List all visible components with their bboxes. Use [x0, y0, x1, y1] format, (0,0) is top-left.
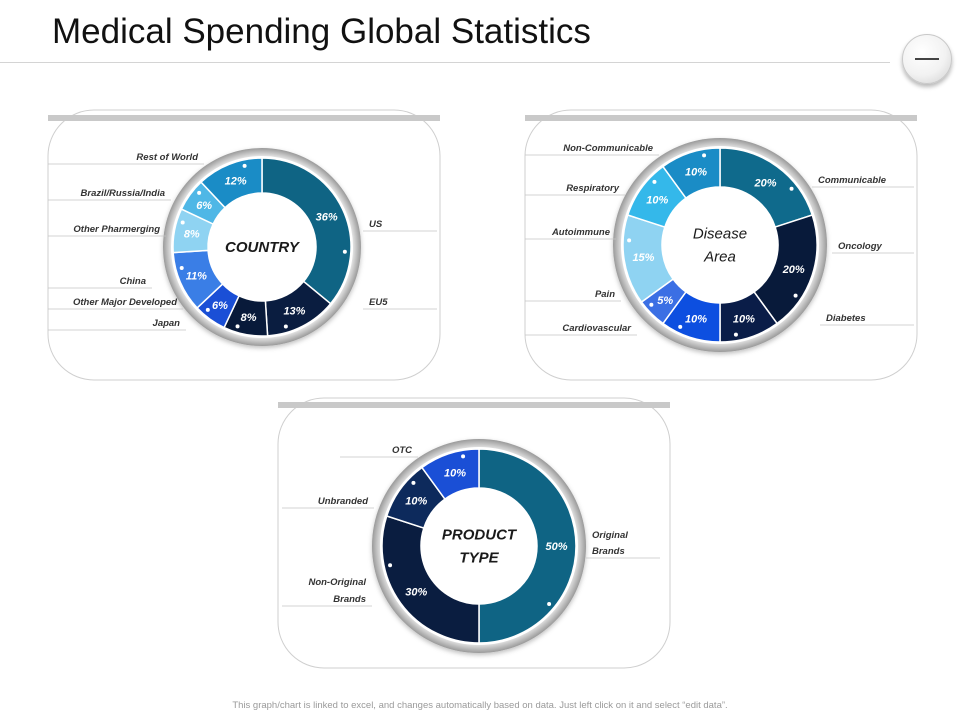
- donut-chart-country-marker-china: [179, 266, 184, 271]
- donut-chart-disease-area-label-oncology: Oncology: [838, 241, 883, 252]
- donut-chart-country-value-us: 36%: [316, 212, 338, 224]
- donut-chart-country-marker-brazil-russia-india: [197, 190, 202, 195]
- donut-chart-disease-area-marker-cardiovascular: [678, 324, 683, 329]
- donut-chart-disease-area-label-pain: Pain: [595, 289, 615, 300]
- donut-chart-country-value-china: 11%: [186, 270, 207, 282]
- donut-chart-product-type-marker-original-brands: [547, 602, 552, 607]
- donut-chart-product-type-label-line2-non-original-brands: Brands: [333, 594, 366, 605]
- donut-chart-product-type-label-line2-original-brands: Brands: [592, 546, 625, 557]
- donut-chart-disease-area-label-non-communicable: Non-Communicable: [563, 143, 653, 154]
- donut-chart-country-label-us: US: [369, 219, 383, 230]
- donut-charts-canvas: 36% US 13% EU5 8% Japan 6% Other Major Develope…: [47, 109, 918, 669]
- donut-chart-disease-area-marker-diabetes: [733, 332, 738, 337]
- donut-chart-product-type-slice-non-original-brands: [381, 515, 480, 644]
- donut-chart-country-label-other-major-developed: Other Major Developed: [73, 297, 177, 308]
- donut-chart-country-label-japan: Japan: [153, 318, 181, 329]
- donut-chart-country-marker-us: [342, 249, 347, 254]
- menu-icon-bar: [915, 58, 939, 60]
- donut-chart-product-type-marker-unbranded: [411, 480, 416, 485]
- donut-chart-country-marker-rest-of-world: [242, 163, 247, 168]
- donut-chart-disease-area-label-cardiovascular: Cardiovascular: [562, 323, 632, 334]
- donut-chart-disease-area-marker-non-communicable: [702, 153, 707, 158]
- footer-note: This graph/chart is linked to excel, and…: [232, 700, 728, 711]
- donut-chart-disease-area-value-oncology: 20%: [782, 264, 805, 276]
- donut-chart-product-type-marker-otc: [461, 454, 466, 459]
- donut-chart-country-value-other-major-developed: 6%: [212, 300, 228, 312]
- donut-chart-product-type-header-bar: [278, 402, 670, 408]
- donut-chart-country-value-japan: 8%: [241, 312, 257, 324]
- donut-chart-country-slice-us: [261, 157, 352, 305]
- donut-chart-product-type: 50% Original Brands 30% Non-Original Brands 10…: [282, 439, 660, 653]
- donut-chart-country-marker-other-pharmerging: [180, 220, 185, 225]
- donut-chart-country-marker-other-major-developed: [205, 307, 210, 312]
- page-title: Medical Spending Global Statistics: [52, 12, 591, 51]
- donut-chart-product-type-label-unbranded: Unbranded: [318, 496, 368, 507]
- donut-chart-disease-area-label-communicable: Communicable: [818, 175, 887, 186]
- donut-chart-country-label-rest-of-world: Rest of World: [136, 152, 198, 163]
- donut-chart-product-type-slice-original-brands: [478, 448, 577, 644]
- donut-chart-product-type-value-original-brands: 50%: [545, 541, 567, 553]
- donut-chart-country-label-brazil-russia-india: Brazil/Russia/India: [81, 188, 165, 199]
- donut-chart-disease-area-value-non-communicable: 10%: [685, 166, 707, 178]
- donut-chart-product-type-center-label-2: TYPE: [459, 550, 499, 567]
- menu-icon[interactable]: [902, 34, 952, 84]
- donut-chart-disease-area-value-respiratory: 10%: [646, 194, 668, 206]
- donut-chart-disease-area-marker-oncology: [793, 293, 798, 298]
- donut-chart-product-type-value-unbranded: 10%: [405, 495, 427, 507]
- donut-chart-disease-area-center-label-2: Area: [703, 249, 736, 266]
- title-divider: [0, 62, 890, 63]
- donut-chart-country-label-china: China: [120, 276, 146, 287]
- donut-chart-country-value-brazil-russia-india: 6%: [196, 200, 212, 212]
- donut-chart-disease-area-marker-autoimmune: [627, 238, 632, 243]
- donut-chart-country-label-eu5: EU5: [369, 297, 388, 308]
- donut-chart-country-value-rest-of-world: 12%: [225, 176, 247, 188]
- donut-chart-disease-area-marker-communicable: [789, 186, 794, 191]
- donut-chart-disease-area: 20% Communicable 20% Oncology 10% Diabetes 10%…: [525, 138, 914, 352]
- donut-chart-product-type-marker-non-original-brands: [388, 563, 393, 568]
- donut-chart-disease-area-marker-pain: [649, 302, 654, 307]
- donut-chart-disease-area-header-bar: [525, 115, 917, 121]
- donut-chart-product-type-label-non-original-brands: Non-Original Brands: [308, 577, 366, 605]
- donut-chart-product-type-center-label-1: PRODUCT: [442, 527, 518, 544]
- donut-chart-disease-area-label-respiratory: Respiratory: [566, 183, 620, 194]
- donut-chart-disease-area-marker-respiratory: [652, 179, 657, 184]
- donut-chart-disease-area-value-autoimmune: 15%: [632, 252, 654, 264]
- donut-chart-country-marker-eu5: [283, 324, 288, 329]
- donut-chart-country-value-other-pharmerging: 8%: [184, 229, 200, 241]
- donut-chart-country-center-label-1: COUNTRY: [225, 239, 301, 256]
- donut-chart-disease-area-label-diabetes: Diabetes: [826, 313, 866, 324]
- donut-chart-country: 36% US 13% EU5 8% Japan 6% Other Major Develope…: [48, 148, 437, 346]
- donut-chart-disease-area-value-communicable: 20%: [754, 177, 777, 189]
- donut-chart-disease-area-center-label-1: Disease: [693, 226, 747, 243]
- donut-chart-country-marker-japan: [235, 324, 240, 329]
- donut-chart-disease-area-label-autoimmune: Autoimmune: [551, 227, 611, 238]
- donut-chart-disease-area-slice-non-communicable: [661, 147, 721, 200]
- donut-chart-country-label-other-pharmerging: Other Pharmerging: [73, 224, 160, 235]
- donut-chart-country-header-bar: [48, 115, 440, 121]
- donut-chart-product-type-label-otc: OTC: [392, 445, 412, 456]
- donut-chart-product-type-value-otc: 10%: [444, 467, 466, 479]
- donut-chart-disease-area-value-cardiovascular: 10%: [685, 314, 707, 326]
- donut-chart-product-type-value-non-original-brands: 30%: [405, 587, 427, 599]
- donut-chart-product-type-slice-otc: [420, 448, 480, 501]
- donut-chart-country-value-eu5: 13%: [283, 306, 305, 318]
- donut-chart-country-slice-rest-of-world: [200, 157, 263, 209]
- donut-chart-disease-area-value-pain: 5%: [657, 295, 673, 307]
- donut-chart-product-type-label-line1-original-brands: Original: [592, 530, 628, 541]
- donut-chart-product-type-label-original-brands: Original Brands: [592, 530, 628, 557]
- donut-chart-disease-area-value-diabetes: 10%: [733, 314, 755, 326]
- donut-chart-product-type-label-line1-non-original-brands: Non-Original: [308, 577, 366, 588]
